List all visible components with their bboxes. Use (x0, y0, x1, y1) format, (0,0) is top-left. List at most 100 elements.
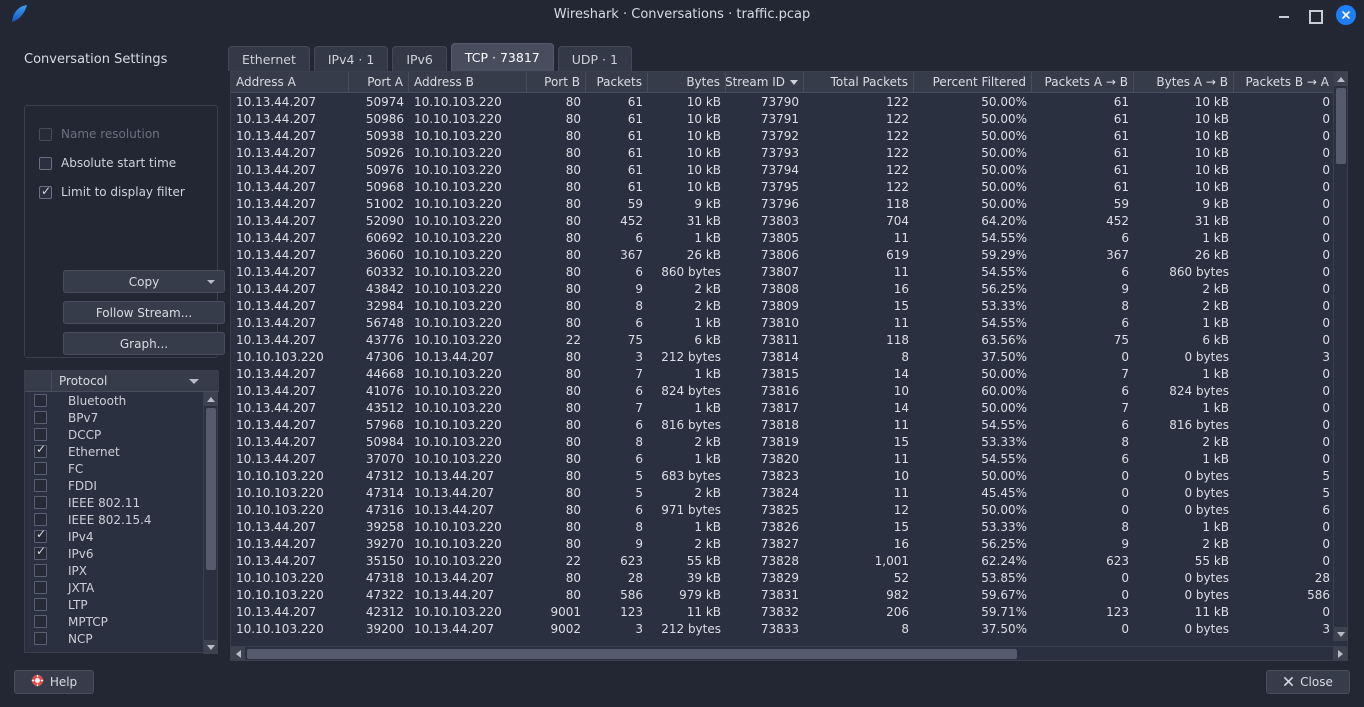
table-row[interactable]: 10.13.44.207 43776 10.10.103.220 22 75 6 kB 73… (231, 331, 1335, 348)
table-row[interactable]: 10.13.44.207 41076 10.10.103.220 80 6 824 byt… (231, 382, 1335, 399)
protocol-checkbox[interactable] (34, 581, 47, 594)
help-button[interactable]: Help (14, 670, 94, 694)
protocol-checkbox[interactable] (34, 615, 47, 628)
scrollbar-thumb[interactable] (206, 408, 216, 570)
protocol-header-name-column[interactable]: Protocol (52, 371, 219, 392)
checkbox-box[interactable] (39, 156, 52, 170)
column-header-percent-filtered[interactable]: Percent Filtered (914, 72, 1032, 92)
table-row[interactable]: 10.13.44.207 35150 10.10.103.220 22 623 55 kB… (231, 552, 1335, 569)
table-row[interactable]: 10.13.44.207 43512 10.10.103.220 80 7 1 kB 738… (231, 399, 1335, 416)
protocol-checkbox[interactable] (34, 544, 47, 560)
table-row[interactable]: 10.13.44.207 36060 10.10.103.220 80 367 26 kB… (231, 246, 1335, 263)
close-window-icon[interactable] (1336, 5, 1356, 25)
column-header-bytes-a-b[interactable]: Bytes A → B (1134, 72, 1234, 92)
conversation-tabs[interactable]: Ethernet IPv4 · 1 IPv6 TCP · 73817 UDP · 1 (228, 43, 636, 71)
table-row[interactable]: 10.13.44.207 50984 10.10.103.220 80 8 2 kB 738… (231, 433, 1335, 450)
column-header-port-a[interactable]: Port A (349, 72, 409, 92)
protocol-checkbox[interactable] (34, 394, 47, 407)
tab-tcp[interactable]: TCP · 73817 (450, 43, 554, 71)
column-header-stream-id[interactable]: Stream ID (726, 72, 804, 92)
protocol-list-scrollbar[interactable] (203, 392, 218, 654)
protocol-list-item[interactable]: IEEE 802.15.4 (25, 511, 205, 528)
table-row[interactable]: 10.13.44.207 50926 10.10.103.220 80 61 10 kB 7… (231, 144, 1335, 161)
scrollbar-thumb[interactable] (247, 649, 1017, 659)
table-row[interactable]: 10.13.44.207 42312 10.10.103.220 9001 123 11 … (231, 603, 1335, 620)
minimize-icon[interactable] (1276, 7, 1292, 23)
column-header-address-b[interactable]: Address B (409, 72, 527, 92)
protocol-checkbox[interactable] (34, 527, 47, 543)
scrollbar-thumb[interactable] (1336, 88, 1346, 164)
table-row[interactable]: 10.10.103.220 47318 10.13.44.207 80 28 39 kB 7… (231, 569, 1335, 586)
scroll-down-icon[interactable] (1334, 627, 1348, 641)
table-horizontal-scrollbar[interactable] (231, 646, 1347, 660)
close-dialog-button[interactable]: Close (1266, 670, 1350, 694)
protocol-list[interactable]: Bluetooth BPv7 DCCP Ethernet FC FDDI IEEE 802.… (25, 392, 205, 654)
table-row[interactable]: 10.13.44.207 44668 10.10.103.220 80 7 1 kB 738… (231, 365, 1335, 382)
column-header-bytes[interactable]: Bytes (648, 72, 726, 92)
column-header-total-packets[interactable]: Total Packets (804, 72, 914, 92)
maximize-icon[interactable] (1306, 7, 1323, 24)
table-row[interactable]: 10.13.44.207 37070 10.10.103.220 80 6 1 kB 738… (231, 450, 1335, 467)
table-row[interactable]: 10.13.44.207 43842 10.10.103.220 80 9 2 kB 738… (231, 280, 1335, 297)
column-header-port-b[interactable]: Port B (527, 72, 586, 92)
protocol-list-item[interactable]: JXTA (25, 579, 205, 596)
graph-button[interactable]: Graph... (63, 332, 225, 355)
checkbox-absolute-start-time[interactable]: Absolute start time (39, 154, 176, 172)
scroll-down-icon[interactable] (204, 640, 218, 654)
scroll-left-icon[interactable] (231, 647, 245, 660)
table-row[interactable]: 10.13.44.207 56748 10.10.103.220 80 6 1 kB 738… (231, 314, 1335, 331)
protocol-list-item[interactable]: DCCP (25, 426, 205, 443)
column-header-packets-b-a[interactable]: Packets B → A (1234, 72, 1335, 92)
table-row[interactable]: 10.13.44.207 32984 10.10.103.220 80 8 2 kB 738… (231, 297, 1335, 314)
protocol-list-header[interactable]: Protocol (25, 370, 219, 392)
table-row[interactable]: 10.10.103.220 47312 10.13.44.207 80 5 683 byt… (231, 467, 1335, 484)
protocol-checkbox[interactable] (34, 462, 47, 475)
protocol-checkbox[interactable] (34, 598, 47, 611)
table-row[interactable]: 10.13.44.207 52090 10.10.103.220 80 452 31 kB… (231, 212, 1335, 229)
protocol-checkbox[interactable] (34, 513, 47, 526)
table-row[interactable]: 10.13.44.207 50968 10.10.103.220 80 61 10 kB 7… (231, 178, 1335, 195)
tab-ipv6[interactable]: IPv6 (392, 46, 447, 71)
table-row[interactable]: 10.13.44.207 50938 10.10.103.220 80 61 10 kB 7… (231, 127, 1335, 144)
protocol-list-item[interactable]: IPv4 (25, 527, 205, 545)
table-row[interactable]: 10.10.103.220 47306 10.13.44.207 80 3 212 byt… (231, 348, 1335, 365)
copy-button[interactable]: Copy (63, 270, 225, 293)
table-row[interactable]: 10.13.44.207 51002 10.10.103.220 80 59 9 kB 73… (231, 195, 1335, 212)
protocol-list-item[interactable]: MPTCP (25, 613, 205, 630)
table-row[interactable]: 10.13.44.207 57968 10.10.103.220 80 6 816 byt… (231, 416, 1335, 433)
protocol-checkbox[interactable] (34, 632, 47, 645)
scroll-right-icon[interactable] (1333, 647, 1347, 660)
table-row[interactable]: 10.13.44.207 39270 10.10.103.220 80 9 2 kB 738… (231, 535, 1335, 552)
table-row[interactable]: 10.13.44.207 50976 10.10.103.220 80 61 10 kB 7… (231, 161, 1335, 178)
table-row[interactable]: 10.10.103.220 39200 10.13.44.207 9002 3 212 b… (231, 620, 1335, 637)
column-header-packets-a-b[interactable]: Packets A → B (1032, 72, 1134, 92)
protocol-list-item[interactable]: Ethernet (25, 442, 205, 460)
column-header-packets[interactable]: Packets (586, 72, 648, 92)
tab-udp[interactable]: UDP · 1 (557, 46, 632, 71)
scroll-up-icon[interactable] (204, 392, 218, 406)
column-header-address-a[interactable]: Address A (231, 72, 349, 92)
table-row[interactable]: 10.13.44.207 60332 10.10.103.220 80 6 860 byt… (231, 263, 1335, 280)
protocol-list-item[interactable]: FC (25, 460, 205, 477)
protocol-checkbox[interactable] (34, 479, 47, 492)
tab-ethernet[interactable]: Ethernet (228, 46, 310, 71)
table-row[interactable]: 10.13.44.207 50974 10.10.103.220 80 61 10 kB 7… (231, 93, 1335, 110)
protocol-list-item[interactable]: Bluetooth (25, 392, 205, 409)
scroll-up-icon[interactable] (1334, 72, 1348, 86)
table-row[interactable]: 10.13.44.207 50986 10.10.103.220 80 61 10 kB 7… (231, 110, 1335, 127)
table-row[interactable]: 10.10.103.220 47316 10.13.44.207 80 6 971 byt… (231, 501, 1335, 518)
checkbox-box[interactable] (39, 184, 52, 199)
checkbox-limit-to-display-filter[interactable]: Limit to display filter (39, 183, 185, 201)
protocol-list-item[interactable]: NCP (25, 630, 205, 647)
protocol-checkbox[interactable] (34, 428, 47, 441)
protocol-list-item[interactable]: FDDI (25, 477, 205, 494)
table-row[interactable]: 10.10.103.220 47322 10.13.44.207 80 586 979 k… (231, 586, 1335, 603)
protocol-list-item[interactable]: BPv7 (25, 409, 205, 426)
protocol-checkbox[interactable] (34, 564, 47, 577)
protocol-checkbox[interactable] (34, 411, 47, 424)
table-row[interactable]: 10.13.44.207 39258 10.10.103.220 80 8 1 kB 738… (231, 518, 1335, 535)
table-row[interactable]: 10.13.44.207 60692 10.10.103.220 80 6 1 kB 738… (231, 229, 1335, 246)
table-header-row[interactable]: Address A Port A Address B Port B Packets Byt… (231, 72, 1335, 93)
protocol-list-item[interactable]: LTP (25, 596, 205, 613)
table-vertical-scrollbar[interactable] (1333, 72, 1348, 641)
